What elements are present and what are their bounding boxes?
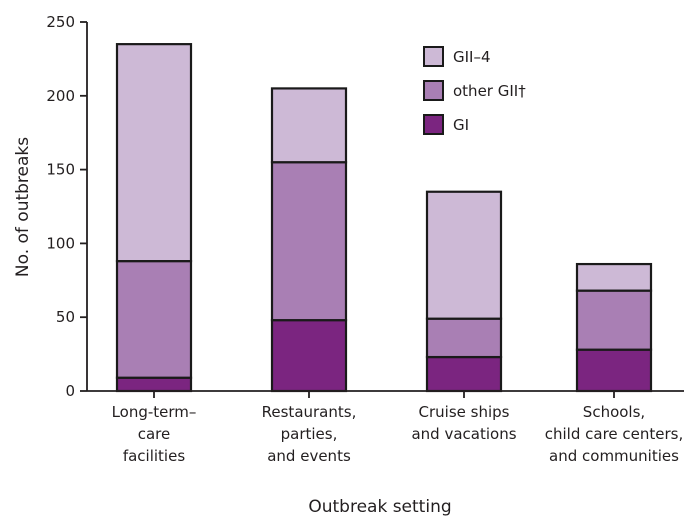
bar-segment-gi-0 (115, 376, 193, 393)
y-tick-label-250: 250 (46, 13, 75, 31)
bar-segment-other-gii--1 (270, 161, 348, 322)
legend-swatch-gi (423, 114, 444, 135)
bar-segment-gii-4-1 (270, 87, 348, 164)
x-tick-label-line: Restaurants, (262, 403, 357, 421)
x-tick-label-line: and communities (549, 447, 679, 465)
bar-segment-gii-4-0 (115, 43, 193, 263)
y-tick-label-100: 100 (46, 234, 75, 252)
bar-segment-gii-4-3 (575, 262, 653, 292)
legend-label-gi: GI (453, 116, 469, 134)
legend-swatch-gii-4 (423, 46, 444, 67)
x-axis-title: Outbreak setting (308, 497, 451, 517)
x-tick-label-1: Restaurants, parties, and events (262, 403, 357, 465)
bar-segment-gi-3 (575, 348, 653, 393)
y-axis-title: No. of outbreaks (13, 137, 33, 277)
y-tick-label-150: 150 (46, 161, 75, 179)
y-tick-label-0: 0 (65, 382, 75, 400)
bar-segment-gii-4-2 (425, 190, 503, 320)
bar-segment-other-gii--0 (115, 260, 193, 379)
bar-segment-other-gii--2 (425, 317, 503, 359)
x-tick-label-2: Cruise ships and vacations (411, 403, 516, 443)
x-tick-label-line: parties, (281, 425, 338, 443)
x-tick-label-line: child care centers, (545, 425, 684, 443)
x-tick-label-line: and vacations (411, 425, 516, 443)
legend: GII–4 other GII† GI (423, 46, 526, 135)
y-tick-label-50: 50 (56, 308, 75, 326)
x-tick-label-line: Schools, (583, 403, 645, 421)
x-tick-label-line: facilities (123, 447, 185, 465)
legend-label-other-gii-: other GII† (453, 82, 526, 100)
x-tick-label-line: and events (267, 447, 351, 465)
x-tick-label-line: Long-term– (112, 403, 197, 421)
bar-segment-gi-1 (270, 319, 348, 393)
bar-segment-gi-2 (425, 355, 503, 393)
y-tick-label-200: 200 (46, 87, 75, 105)
x-tick-label-line: care (138, 425, 171, 443)
bar-segment-other-gii--3 (575, 289, 653, 351)
x-tick-label-line: Cruise ships (419, 403, 510, 421)
axes-layer: 0 50 100 150 200 250 Long-term– care facilities R… (46, 13, 684, 465)
bars-layer (115, 43, 653, 393)
legend-label-gii-4: GII–4 (453, 48, 491, 66)
x-tick-label-3: Schools, child care centers, and communiti… (545, 403, 684, 465)
legend-swatch-other-gii- (423, 80, 444, 101)
x-tick-label-0: Long-term– care facilities (112, 403, 197, 465)
